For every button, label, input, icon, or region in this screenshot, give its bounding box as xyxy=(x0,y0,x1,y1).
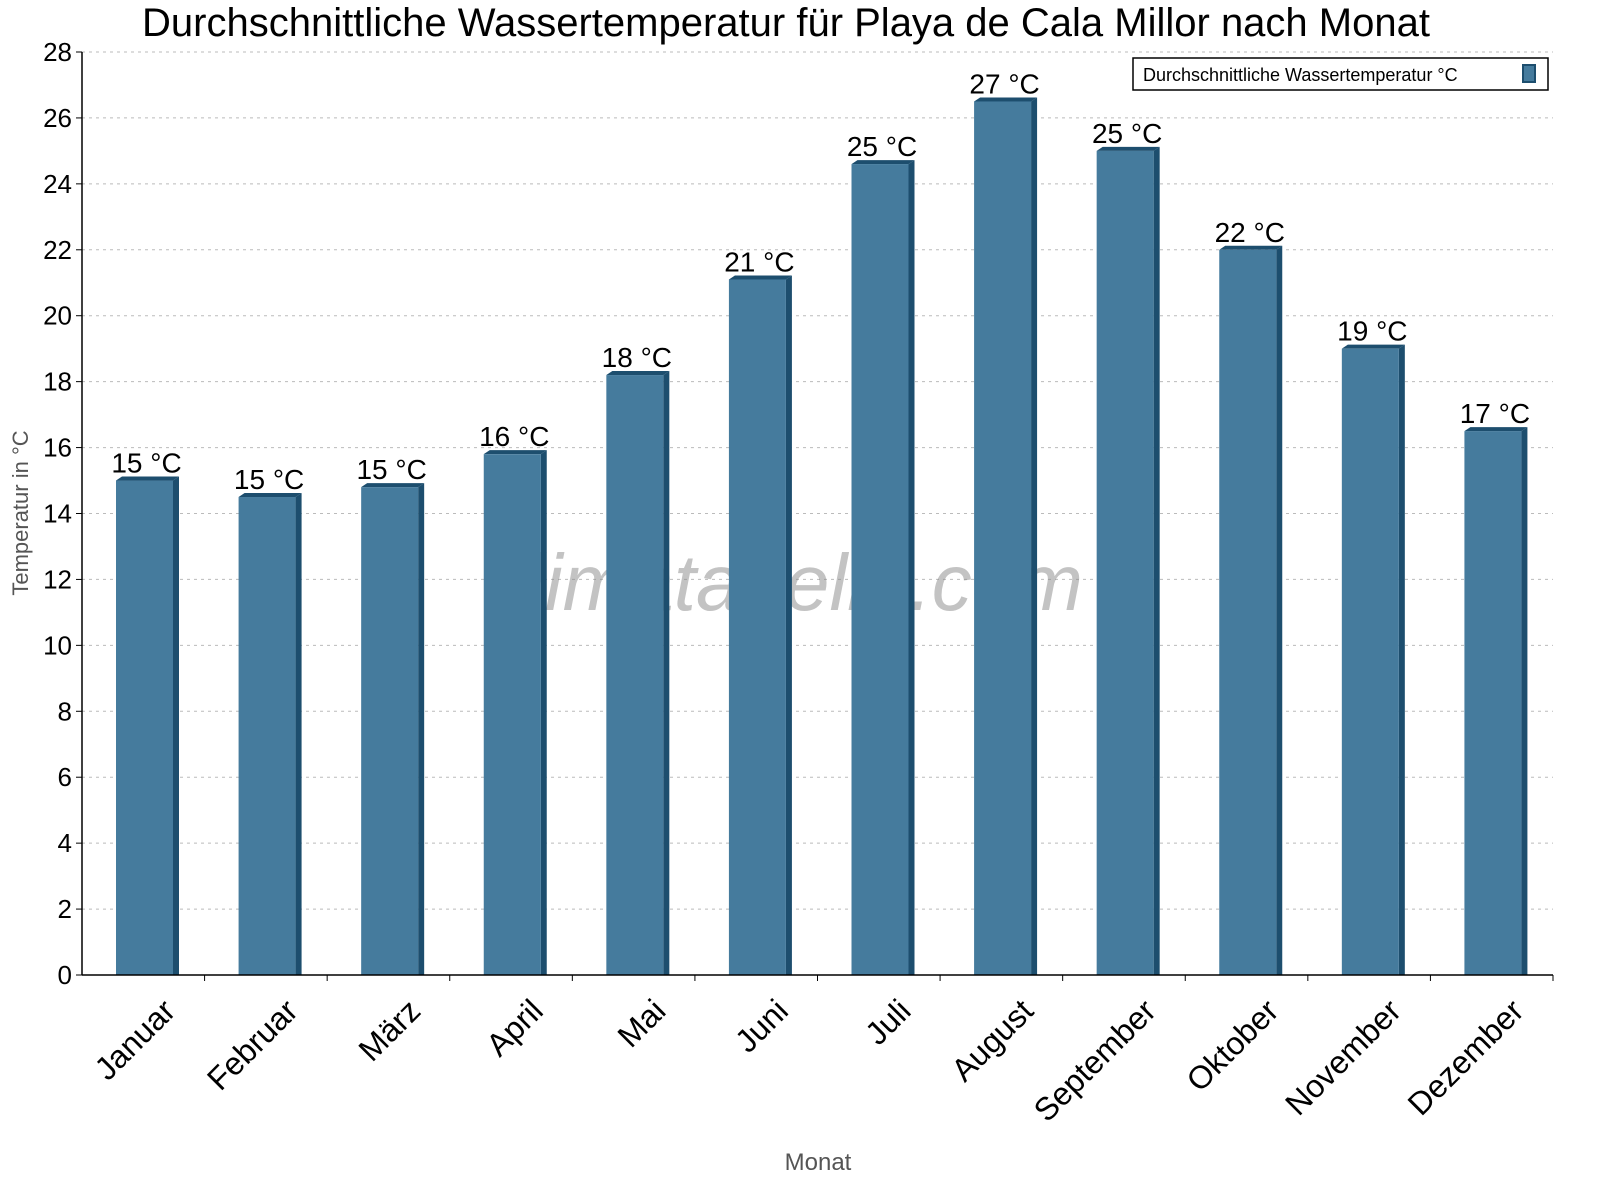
bar-top xyxy=(974,97,1038,102)
y-tick-label: 22 xyxy=(43,235,72,265)
y-tick-label: 12 xyxy=(43,564,72,594)
x-axis-label: Monat xyxy=(785,1149,852,1176)
y-tick-label: 20 xyxy=(43,301,72,331)
bar xyxy=(116,480,173,975)
grid xyxy=(82,51,1553,910)
data-label: 22 °C xyxy=(1215,217,1285,248)
bar-top xyxy=(361,483,425,488)
bars: 15 °C 15 °C 15 °C 16 °C 18 °C 21 °C 25 °C 27 °C… xyxy=(111,68,1530,976)
x-tick-label: August xyxy=(944,992,1040,1088)
bar-side xyxy=(1031,97,1038,976)
data-label: 21 °C xyxy=(724,246,794,277)
x-tick-label: Juni xyxy=(728,992,795,1059)
data-label: 15 °C xyxy=(111,448,181,479)
bar-side xyxy=(540,450,547,975)
x-tick-label: Februar xyxy=(200,992,305,1097)
y-tick-label: 24 xyxy=(43,169,72,199)
y-tick-label: 6 xyxy=(58,762,72,792)
bar-side xyxy=(785,275,792,975)
bar xyxy=(238,497,296,975)
bar xyxy=(1096,150,1154,976)
x-tick-label: April xyxy=(479,992,550,1063)
bar xyxy=(361,487,419,975)
chart-title: Durchschnittliche Wassertemperatur für P… xyxy=(142,1,1430,45)
bar-side xyxy=(1398,344,1405,975)
x-tick-label: Dezember xyxy=(1401,992,1531,1122)
y-tick-label: 18 xyxy=(43,367,72,397)
x-tick-label: März xyxy=(352,992,428,1068)
data-label: 25 °C xyxy=(1092,118,1162,149)
y-tick-label: 26 xyxy=(43,103,72,133)
data-label: 27 °C xyxy=(969,68,1039,99)
data-label: 18 °C xyxy=(602,342,672,373)
bar-top xyxy=(1219,245,1283,250)
y-tick-label: 8 xyxy=(58,696,72,726)
y-tick-label: 10 xyxy=(43,630,72,660)
legend-swatch xyxy=(1522,64,1536,83)
x-tick-label: September xyxy=(1027,992,1163,1128)
bar xyxy=(851,164,909,976)
legend-label: Durchschnittliche Wassertemperatur °C xyxy=(1143,65,1458,85)
data-label: 17 °C xyxy=(1460,398,1530,429)
data-label: 15 °C xyxy=(234,464,304,495)
x-tick-label: Januar xyxy=(87,992,182,1087)
y-tick-label: 16 xyxy=(43,433,72,463)
x-tick-label: November xyxy=(1278,992,1408,1122)
bar-side xyxy=(663,371,670,975)
bar xyxy=(728,279,786,975)
x-tick-label: Juli xyxy=(858,992,917,1051)
bar xyxy=(483,454,541,975)
bar-top xyxy=(728,275,792,280)
data-label: 16 °C xyxy=(479,421,549,452)
bar xyxy=(1464,431,1522,975)
bar-side xyxy=(1153,146,1160,976)
y-tick-label: 14 xyxy=(43,499,72,529)
bar-side xyxy=(1521,427,1528,975)
bar-top xyxy=(851,160,915,165)
data-label: 19 °C xyxy=(1337,316,1407,347)
y-tick-label: 4 xyxy=(58,828,72,858)
bar xyxy=(1219,249,1277,976)
bar xyxy=(1341,348,1399,975)
bar-side xyxy=(908,160,915,976)
y-axis-label: Temperatur in °C xyxy=(8,430,33,595)
data-label: 15 °C xyxy=(356,454,426,485)
legend: Durchschnittliche Wassertemperatur °C xyxy=(1132,57,1549,91)
bar-top xyxy=(1341,344,1405,349)
bar-top xyxy=(606,371,670,376)
x-tick-label: Mai xyxy=(610,992,672,1054)
bar-top xyxy=(1096,146,1160,151)
y-tick-label: 2 xyxy=(58,894,72,924)
bar-side xyxy=(173,476,179,975)
y-tick-label: 0 xyxy=(58,960,72,990)
bar-top xyxy=(238,493,302,498)
bar-side xyxy=(1276,245,1283,976)
bar-top xyxy=(1464,427,1528,432)
bar xyxy=(606,375,664,975)
bar-side xyxy=(295,493,302,975)
bar-side xyxy=(418,483,425,975)
data-label: 25 °C xyxy=(847,131,917,162)
y-tick-label: 28 xyxy=(43,37,72,67)
bar-top xyxy=(116,476,179,481)
bar xyxy=(974,101,1032,976)
bar-top xyxy=(483,450,547,455)
x-tick-label: Oktober xyxy=(1179,992,1285,1098)
